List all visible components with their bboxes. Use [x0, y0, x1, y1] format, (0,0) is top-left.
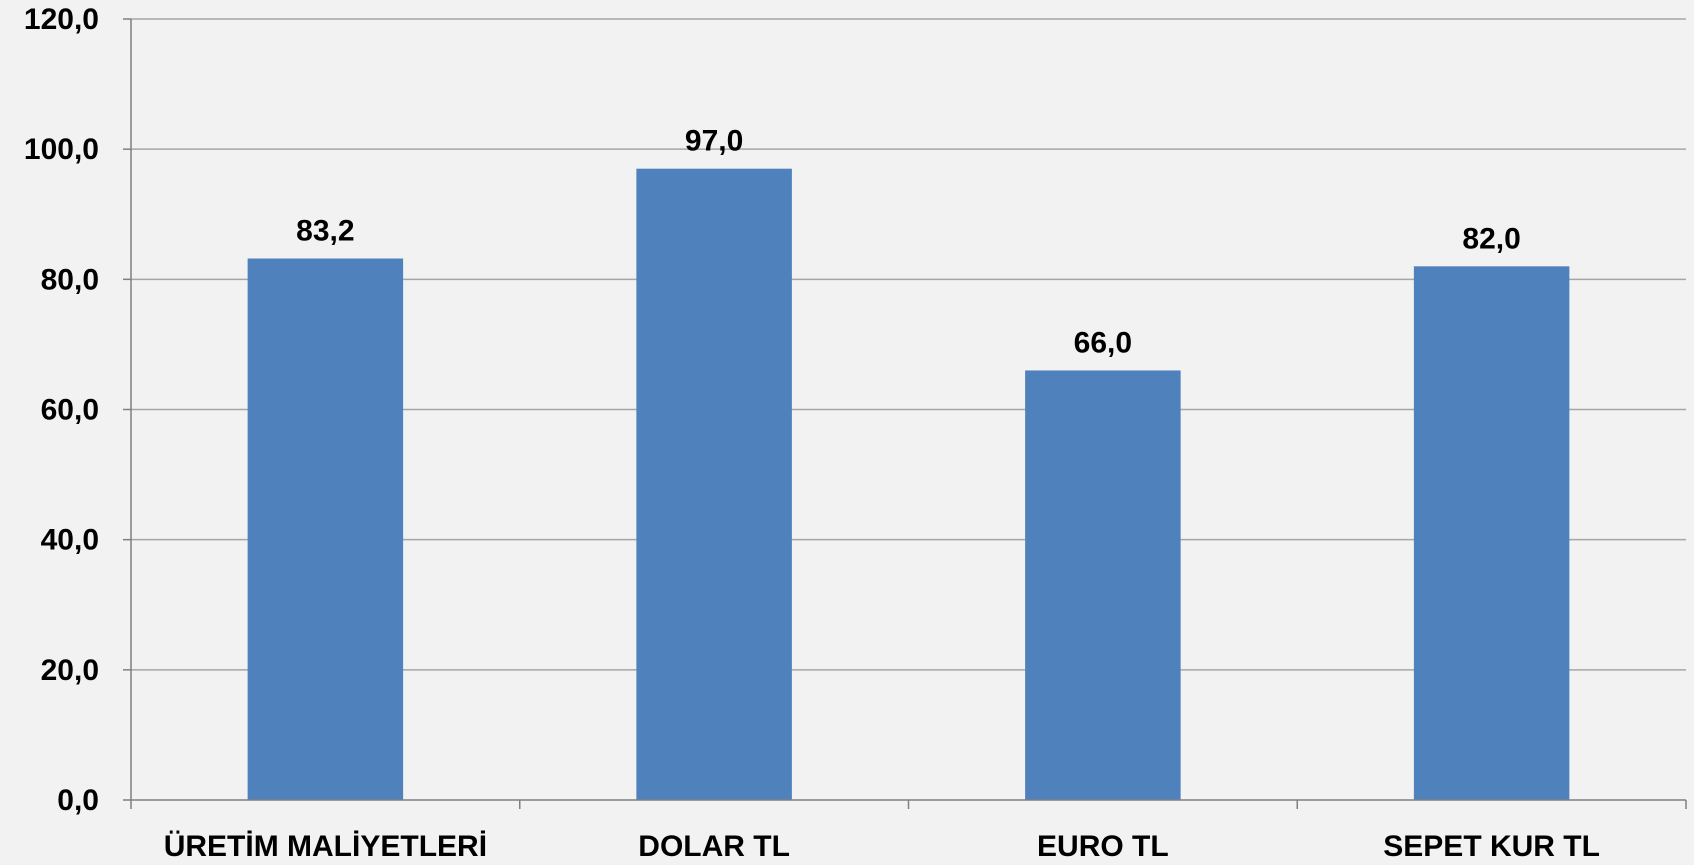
x-category-label: DOLAR TL [638, 830, 790, 863]
y-tick-label: 40,0 [41, 524, 99, 557]
data-label: 66,0 [1074, 326, 1132, 359]
x-category-label: ÜRETİM MALİYETLERİ [164, 830, 487, 863]
y-tick-label: 0,0 [57, 784, 99, 817]
bar [1025, 370, 1181, 800]
bar [247, 258, 404, 800]
bar [636, 168, 792, 801]
y-tick-label: 100,0 [24, 133, 99, 166]
axes [123, 18, 1687, 809]
data-label: 82,0 [1462, 222, 1520, 255]
x-category-label: EURO TL [1037, 830, 1169, 863]
y-tick-label: 60,0 [41, 394, 99, 427]
data-label: 97,0 [685, 125, 743, 158]
labels: 0,0 20,0 40,0 60,0 80,0 100,0 120,0 83,2 ÜRETİM … [24, 3, 1600, 863]
bars [247, 168, 1570, 801]
data-label: 83,2 [296, 215, 354, 248]
x-category-label: SEPET KUR TL [1383, 830, 1600, 863]
y-tick-label: 20,0 [41, 654, 99, 687]
y-tick-label: 120,0 [24, 3, 99, 36]
y-tick-label: 80,0 [41, 263, 99, 296]
bar [1413, 266, 1570, 801]
